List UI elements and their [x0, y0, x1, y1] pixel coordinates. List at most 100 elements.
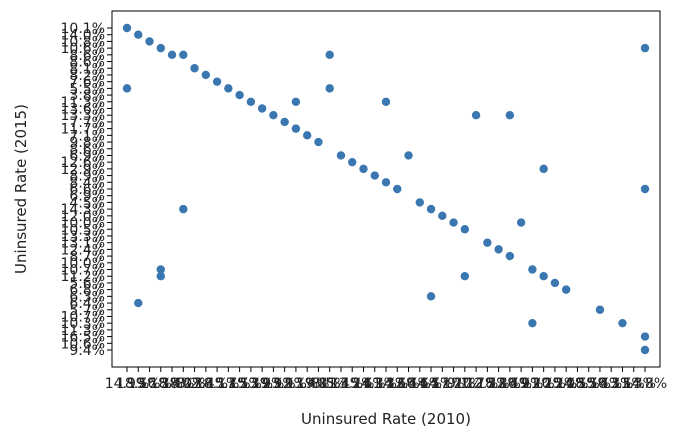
x-tick-label: 14.6% — [375, 376, 419, 392]
y-tick-label: 8.4% — [69, 175, 105, 191]
y-tick-label: 10.0% — [61, 256, 105, 272]
data-point — [618, 318, 627, 328]
y-tick-label: 12.0% — [61, 209, 105, 225]
data-point — [438, 211, 447, 221]
axes-frame — [111, 10, 661, 368]
data-point — [505, 251, 515, 261]
y-tick-label: 12.4% — [61, 242, 105, 258]
data-point — [235, 90, 244, 100]
data-point — [348, 157, 357, 167]
x-tick-label: 18.1% — [195, 376, 239, 392]
data-point — [561, 285, 571, 294]
data-point — [640, 345, 650, 355]
data-point — [325, 84, 334, 93]
data-point — [156, 272, 165, 281]
data-point — [528, 318, 537, 328]
data-point — [280, 117, 289, 127]
y-tick-label: 6.6% — [69, 182, 105, 198]
data-point — [370, 171, 379, 180]
x-tick-label: 15.4% — [578, 376, 622, 392]
data-point — [640, 43, 650, 53]
x-tick-label: 11.3% — [364, 376, 408, 392]
data-point — [122, 84, 132, 93]
data-point — [134, 30, 143, 39]
y-tick-label: 10.1% — [61, 21, 105, 37]
data-point — [179, 204, 188, 214]
y-tick-label: 8.9% — [69, 169, 105, 185]
data-point — [167, 50, 177, 60]
plot-area — [111, 10, 661, 368]
x-tick-label: 14.8% — [623, 376, 667, 392]
y-tick-label: 6.4% — [69, 296, 105, 312]
x-tick-label: 15.0% — [544, 376, 588, 392]
y-tick-label: 10.3% — [61, 316, 105, 332]
x-tick-label: 15.7% — [206, 376, 250, 392]
x-tick-label: 16.3% — [589, 376, 633, 392]
x-tick-label: 16.9% — [499, 376, 543, 392]
x-axis-title: Uninsured Rate (2010) — [301, 410, 471, 428]
data-point — [257, 104, 267, 113]
x-tick-label: 16.3% — [139, 376, 183, 392]
data-point — [528, 265, 537, 274]
y-tick-label: 11.3% — [61, 323, 105, 339]
x-tick-label: 17.4% — [184, 376, 228, 392]
y-tick-label: 12.9% — [61, 162, 105, 178]
x-tick-label: 11.3% — [611, 376, 655, 392]
y-tick-label: 3.8% — [69, 88, 105, 104]
x-tick-label: 17.2% — [431, 376, 475, 392]
data-point — [325, 50, 334, 60]
y-tick-label: 6.9% — [69, 148, 105, 164]
x-tick-label: 15.6% — [341, 376, 385, 392]
data-point — [595, 305, 605, 314]
data-point — [291, 97, 301, 106]
data-point — [640, 332, 650, 341]
data-point — [516, 218, 526, 227]
y-tick-label: 12.6% — [61, 155, 105, 171]
y-tick-label: 11.3% — [61, 95, 105, 111]
x-tick-label: 18.8% — [476, 376, 520, 392]
y-tick-label: 5.7% — [69, 303, 105, 319]
x-tick-label: 13.4% — [285, 376, 329, 392]
y-tick-label: 13.1% — [61, 236, 105, 252]
data-point — [449, 218, 458, 227]
x-tick-label: 21.2% — [521, 376, 565, 392]
data-point — [179, 50, 188, 60]
data-point — [640, 184, 650, 194]
x-tick-label: 12.5% — [465, 376, 509, 392]
data-point — [212, 77, 222, 86]
y-tick-label: 10.6% — [61, 336, 105, 352]
x-tick-label: 10.7% — [454, 376, 498, 392]
y-tick-label: 8.2% — [69, 68, 105, 84]
y-tick-label: 6.9% — [69, 189, 105, 205]
x-tick-label: 17.5% — [217, 376, 261, 392]
y-tick-label: 9.4% — [69, 343, 105, 359]
y-tick-label: 4.5% — [69, 195, 105, 211]
x-tick-label: 16.6% — [398, 376, 442, 392]
x-tick-label: 8.5% — [312, 376, 348, 392]
y-tick-label: 6.3% — [69, 289, 105, 305]
x-tick-label: 15.3% — [229, 376, 273, 392]
y-tick-label: 13.3% — [61, 108, 105, 124]
data-point — [381, 97, 391, 106]
y-tick-label: 5.5% — [69, 81, 105, 97]
x-tick-label: 19.2% — [510, 376, 554, 392]
data-point — [460, 272, 470, 281]
x-tick-label: 14.3% — [352, 376, 396, 392]
x-tick-label: 13.5% — [600, 376, 644, 392]
data-point — [426, 204, 436, 214]
y-tick-label: 7.7% — [69, 115, 105, 131]
y-tick-label: 9.8% — [69, 135, 105, 151]
x-tick-label: 18.4% — [150, 376, 194, 392]
y-tick-label: 13.3% — [61, 229, 105, 245]
x-tick-label: 14.5% — [555, 376, 599, 392]
data-point — [539, 272, 548, 281]
data-point — [122, 23, 132, 33]
y-tick-label: 10.8% — [61, 34, 105, 50]
y-axis-ticks: 10.1%14.0%10.8%10.6%8.6%8.6%8.1%8.2%7.6%… — [61, 21, 112, 359]
y-tick-label: 7.6% — [69, 75, 105, 91]
x-tick-label: 10.2% — [533, 376, 577, 392]
data-point — [246, 97, 256, 106]
data-point — [460, 225, 470, 234]
data-point — [483, 238, 492, 247]
